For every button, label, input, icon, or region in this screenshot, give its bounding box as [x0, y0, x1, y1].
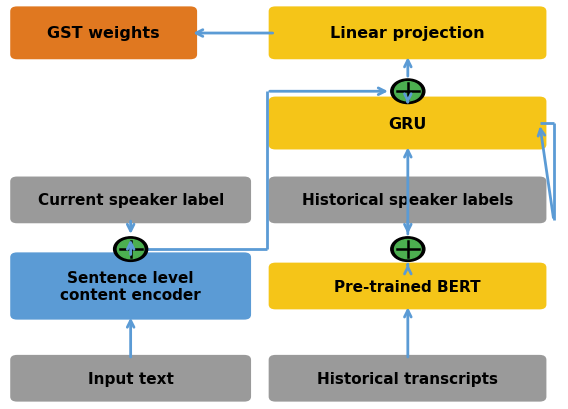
FancyBboxPatch shape: [10, 177, 251, 224]
Text: Input text: Input text: [87, 371, 174, 386]
FancyBboxPatch shape: [10, 7, 197, 60]
Circle shape: [395, 83, 421, 101]
Text: Historical transcripts: Historical transcripts: [317, 371, 498, 386]
Circle shape: [395, 240, 421, 259]
Text: Sentence level
content encoder: Sentence level content encoder: [60, 270, 201, 303]
FancyBboxPatch shape: [10, 355, 251, 402]
Text: Historical speaker labels: Historical speaker labels: [302, 193, 513, 208]
FancyBboxPatch shape: [269, 263, 546, 310]
Circle shape: [391, 80, 425, 104]
FancyBboxPatch shape: [269, 355, 546, 402]
Text: Current speaker label: Current speaker label: [37, 193, 224, 208]
Circle shape: [118, 240, 144, 259]
FancyBboxPatch shape: [269, 177, 546, 224]
Text: GST weights: GST weights: [47, 26, 160, 41]
FancyBboxPatch shape: [269, 7, 546, 60]
FancyBboxPatch shape: [10, 253, 251, 320]
Circle shape: [114, 237, 148, 262]
Text: GRU: GRU: [389, 116, 427, 131]
Text: Linear projection: Linear projection: [330, 26, 485, 41]
Text: Pre-trained BERT: Pre-trained BERT: [334, 279, 481, 294]
Circle shape: [391, 237, 425, 262]
FancyBboxPatch shape: [269, 97, 546, 150]
